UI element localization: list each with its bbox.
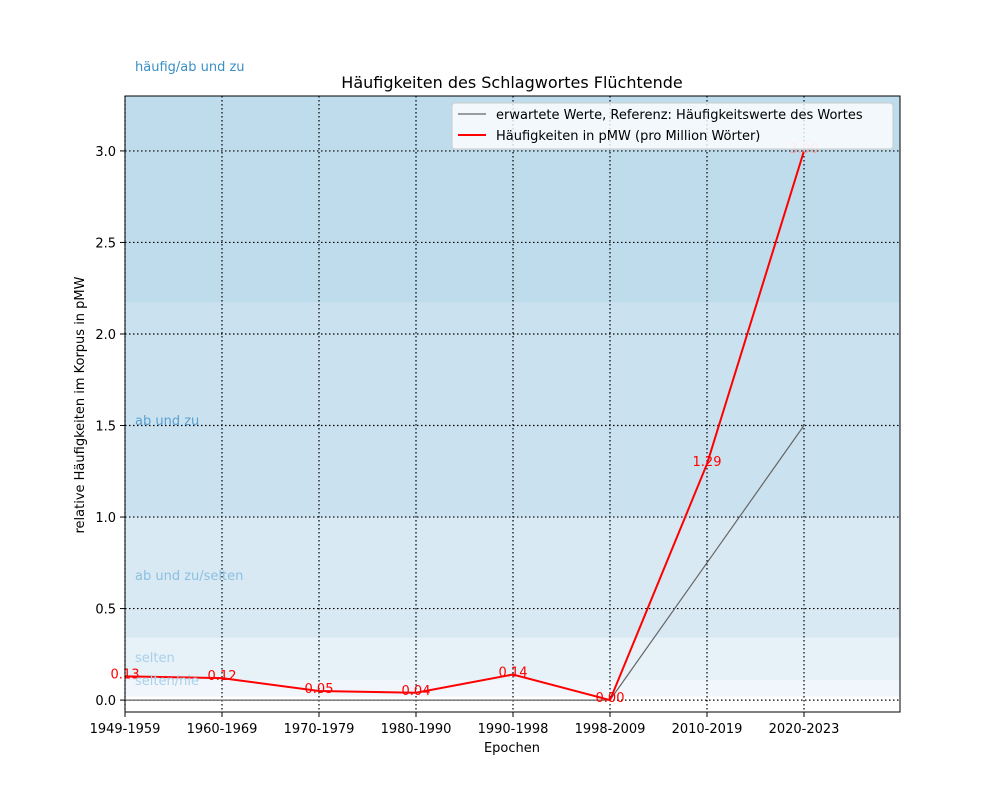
y-tick-label: 2.5 [95,236,116,251]
series-observed [124,150,805,702]
band-label: ab und zu/selten [135,569,243,584]
band-label: selten/nie [135,674,199,689]
x-tick-label: 1990-1998 [478,722,549,737]
series-line-expected [125,425,805,701]
x-axis: 1949-1959 1960-1969 1970-1979 1980-1990 1990… [90,712,840,737]
legend-label-expected: erwartete Werte, Referenz: Häufigkeitswe… [496,108,863,123]
x-tick-label: 1980-1990 [381,722,452,737]
data-label: 1.29 [693,455,722,470]
x-tick-label: 1960-1969 [187,722,258,737]
series-line-observed [124,150,805,702]
y-axis: 0.0 0.5 1.0 1.5 2.0 2.5 3.0 [95,145,125,709]
y-tick-label: 0.0 [95,694,116,709]
x-tick-label: 2010-2019 [672,722,743,737]
x-tick-label: 1970-1979 [284,722,355,737]
band-label: selten [135,651,175,666]
data-label: 0.05 [305,682,334,697]
y-tick-label: 3.0 [95,145,116,160]
y-axis-label: relative Häufigkeiten im Korpus in pMW [73,276,88,533]
data-label: 0.04 [402,684,431,699]
data-label: 0.14 [499,665,528,680]
x-axis-label: Epochen [484,741,540,756]
y-tick-label: 1.0 [95,511,116,526]
y-tick-label: 0.5 [95,603,116,618]
data-label: 0.12 [208,669,237,684]
x-tick-label: 2020-2023 [769,722,840,737]
legend-label-observed: Häufigkeiten in pMW (pro Million Wörter) [496,129,760,144]
band-label: häufig/ab und zu [135,60,245,75]
data-labels: 0.130.120.050.040.140.001.293.00 [111,142,819,706]
band-label: ab und zu [135,414,199,429]
legend: erwartete Werte, Referenz: Häufigkeitswe… [451,102,894,150]
band-labels: häufig/ab und zu ab und zu ab und zu/selte… [135,60,245,689]
x-tick-label: 1949-1959 [90,722,161,737]
y-tick-label: 2.0 [95,328,116,343]
chart-title: Häufigkeiten des Schlagwortes Flüchtende [341,73,682,92]
data-label: 0.00 [596,691,625,706]
series-expected [125,425,805,701]
y-tick-label: 1.5 [95,420,116,435]
x-tick-label: 1998-2009 [575,722,646,737]
legend-box [451,102,894,150]
